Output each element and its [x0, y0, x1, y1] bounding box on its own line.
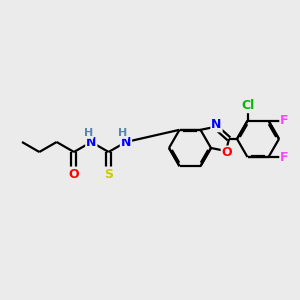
Text: N: N: [211, 118, 222, 131]
Text: F: F: [280, 151, 289, 164]
Text: N: N: [86, 136, 97, 148]
Text: F: F: [280, 114, 289, 127]
Text: H: H: [118, 128, 128, 138]
Text: H: H: [84, 128, 93, 138]
Text: Cl: Cl: [241, 99, 254, 112]
Text: O: O: [69, 167, 79, 181]
Text: O: O: [222, 146, 232, 160]
Text: S: S: [104, 167, 113, 181]
Text: N: N: [121, 136, 131, 148]
